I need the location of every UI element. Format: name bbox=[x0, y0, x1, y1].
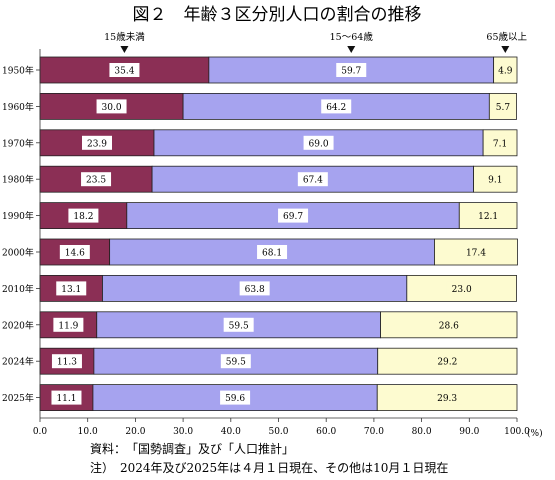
value-label: 9.1 bbox=[488, 176, 502, 186]
value-label-box bbox=[336, 63, 367, 77]
value-label-box bbox=[432, 390, 463, 405]
value-label: 14.6 bbox=[65, 249, 85, 259]
value-label-box bbox=[496, 63, 515, 77]
value-label-box bbox=[321, 99, 352, 114]
value-label-box bbox=[446, 281, 477, 296]
value-label-box bbox=[53, 317, 84, 332]
value-label: 69.7 bbox=[283, 212, 303, 222]
value-label: 59.7 bbox=[341, 67, 361, 77]
value-label-box bbox=[432, 354, 463, 369]
value-label: 4.9 bbox=[498, 67, 513, 77]
value-label: 23.0 bbox=[452, 285, 472, 295]
legend-pointer bbox=[347, 46, 356, 53]
value-label: 63.8 bbox=[245, 285, 265, 295]
note-text: 注） 2024年及び2025年は４月１日現在、その他は10月１日現在 bbox=[90, 460, 448, 475]
value-label-box bbox=[223, 317, 254, 332]
value-label-box bbox=[491, 135, 510, 150]
value-label: 12.1 bbox=[478, 212, 498, 222]
value-label: 11.3 bbox=[57, 358, 77, 368]
legend-label: 65歳以上 bbox=[486, 31, 527, 43]
value-label: 64.2 bbox=[326, 103, 346, 113]
y-category-label: 1950年 bbox=[2, 65, 34, 77]
value-label: 11.9 bbox=[58, 321, 78, 331]
value-label: 7.1 bbox=[493, 139, 507, 149]
value-label: 59.5 bbox=[229, 321, 249, 331]
x-tick-label: 70.0 bbox=[364, 427, 384, 437]
value-label-box bbox=[278, 208, 309, 223]
value-label-box bbox=[460, 245, 491, 259]
value-label: 69.0 bbox=[309, 139, 329, 149]
value-label-box bbox=[81, 172, 112, 187]
x-unit-label: (%) bbox=[527, 428, 543, 439]
legend-pointer bbox=[120, 46, 129, 53]
y-category-label: 2024年 bbox=[2, 356, 34, 368]
value-label-box bbox=[486, 172, 505, 187]
x-axis: 0.0 10.0 20.0 30.0 40.0 50.0 60.0 70.0 80.0 90.0 1… bbox=[33, 49, 543, 439]
y-category-label: 2025年 bbox=[2, 392, 34, 404]
value-label-box bbox=[59, 245, 90, 259]
legend-markers: 15歳未満 15～64歳 65歳以上 bbox=[104, 31, 527, 53]
value-label-box bbox=[96, 99, 127, 114]
value-label: 29.2 bbox=[437, 358, 457, 368]
value-label: 23.9 bbox=[87, 139, 107, 149]
value-label-box bbox=[82, 135, 113, 150]
y-category-label: 1980年 bbox=[2, 174, 34, 186]
value-label-box bbox=[51, 354, 82, 369]
legend-pointer bbox=[501, 46, 510, 53]
value-label: 59.5 bbox=[226, 358, 246, 368]
y-category-label: 2010年 bbox=[2, 283, 34, 295]
bar-area: 1950年 35.4 59.7 4.9 1960年 30.0 64.2 5.7 1970年 23.… bbox=[2, 56, 518, 412]
y-category-label: 1970年 bbox=[2, 137, 34, 149]
value-label: 35.4 bbox=[114, 67, 134, 77]
value-label: 59.6 bbox=[225, 394, 245, 404]
y-category-label: 2020年 bbox=[2, 319, 34, 331]
x-tick-label: 50.0 bbox=[268, 427, 288, 437]
x-tick-label: 20.0 bbox=[125, 427, 145, 437]
value-label-box bbox=[68, 208, 99, 223]
value-label-box bbox=[220, 390, 251, 405]
value-label-box bbox=[109, 63, 140, 77]
x-tick-label: 80.0 bbox=[412, 427, 432, 437]
legend-label: 15～64歳 bbox=[330, 31, 374, 43]
value-label: 67.4 bbox=[303, 176, 323, 186]
value-label: 28.6 bbox=[439, 321, 459, 331]
value-label-box bbox=[433, 317, 464, 332]
value-label: 23.5 bbox=[86, 176, 106, 186]
value-label-box bbox=[257, 245, 288, 259]
value-label-box bbox=[303, 135, 334, 150]
value-label-box bbox=[220, 354, 251, 369]
value-label-box bbox=[297, 172, 328, 187]
value-label-box bbox=[51, 390, 82, 405]
value-label-box bbox=[56, 281, 87, 296]
value-label: 17.4 bbox=[466, 249, 486, 259]
value-label: 30.0 bbox=[102, 103, 122, 113]
x-tick-label: 40.0 bbox=[221, 427, 241, 437]
x-tick-label: 0.0 bbox=[33, 427, 48, 437]
value-label: 13.1 bbox=[61, 285, 81, 295]
x-tick-label: 90.0 bbox=[459, 427, 479, 437]
value-label-box bbox=[493, 99, 512, 114]
y-category-label: 1990年 bbox=[2, 210, 34, 222]
value-label: 29.3 bbox=[437, 394, 457, 404]
value-label: 5.7 bbox=[496, 103, 511, 113]
y-category-label: 1960年 bbox=[2, 101, 34, 113]
x-tick-label: 10.0 bbox=[78, 427, 98, 437]
x-tick-label: 30.0 bbox=[173, 427, 193, 437]
value-label: 68.1 bbox=[262, 249, 282, 259]
y-category-label: 2000年 bbox=[2, 247, 34, 259]
source-text: 資料： 「国勢調査」及び「人口推計」 bbox=[90, 441, 294, 456]
value-label: 11.1 bbox=[56, 394, 76, 404]
x-tick-label: 60.0 bbox=[316, 427, 336, 437]
value-label-box bbox=[473, 208, 504, 223]
value-label-box bbox=[239, 281, 270, 296]
chart-title: 図２ 年齢３区分別人口の割合の推移 bbox=[133, 5, 422, 25]
legend-label: 15歳未満 bbox=[104, 31, 145, 43]
value-label: 18.2 bbox=[73, 212, 93, 222]
x-tick-label: 100.0 bbox=[504, 427, 530, 437]
